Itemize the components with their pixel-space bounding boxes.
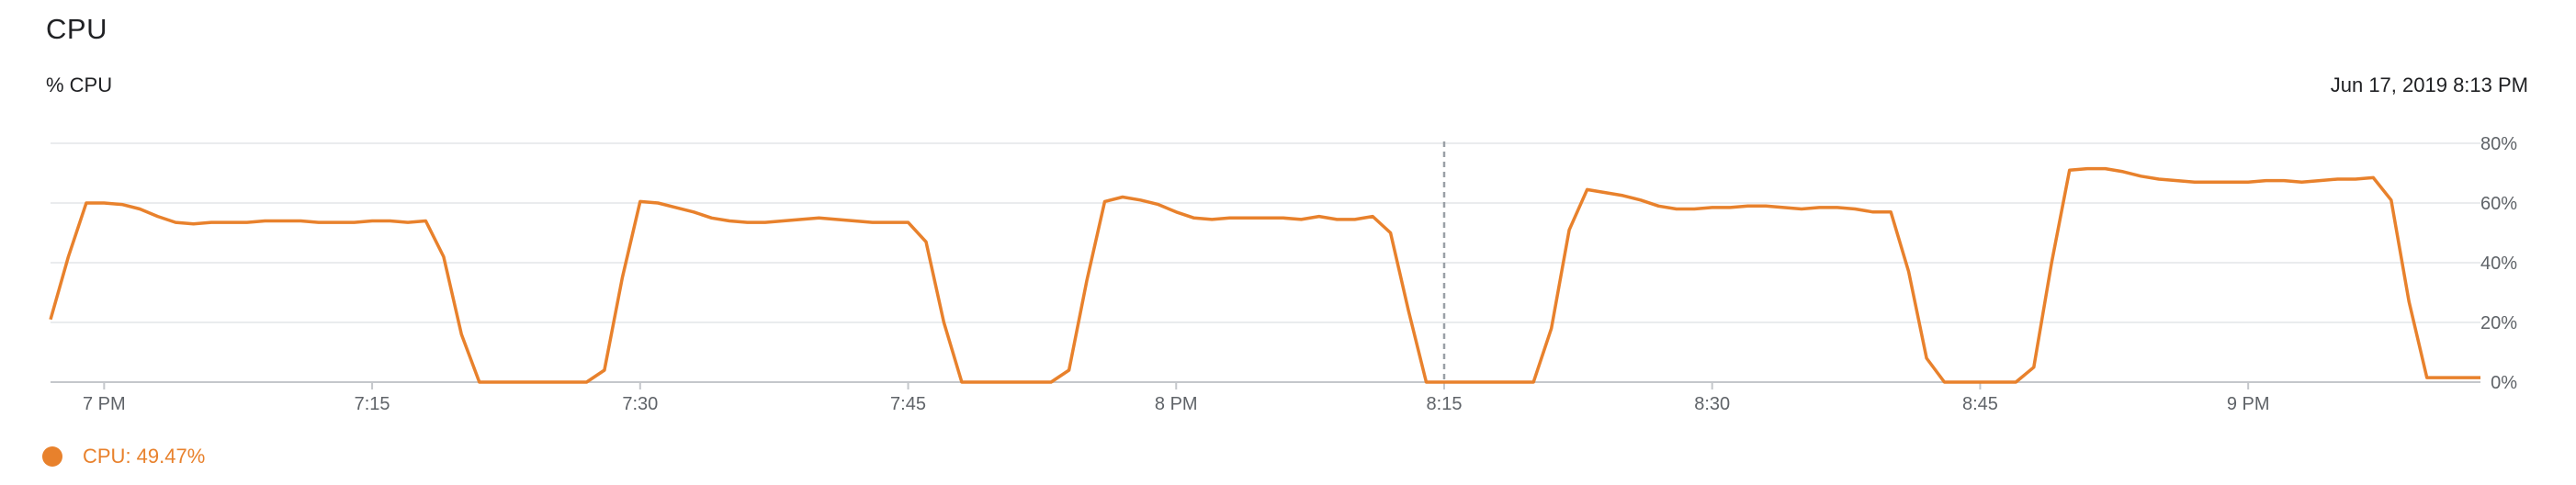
hover-timestamp: Jun 17, 2019 8:13 PM	[2330, 73, 2528, 96]
y-tick-label: 40%	[2480, 254, 2517, 274]
x-tick-label: 7:45	[890, 394, 926, 414]
x-tick-label: 9 PM	[2227, 394, 2270, 414]
chart-title: CPU	[46, 13, 107, 45]
y-tick-label: 80%	[2480, 134, 2517, 154]
y-tick-label: 60%	[2480, 194, 2517, 214]
series-line-cpu[interactable]	[49, 166, 2480, 384]
x-tick-label: 7:15	[355, 394, 390, 414]
legend-label: CPU: 49.47%	[83, 445, 206, 468]
grid-lines	[51, 142, 2480, 383]
x-tick-label: 8:30	[1694, 394, 1730, 414]
x-tick-label: 7 PM	[83, 394, 126, 414]
y-tick-label: 20%	[2480, 313, 2517, 333]
x-tick-label: 8:15	[1427, 394, 1463, 414]
x-tick-label: 8:45	[1962, 394, 1998, 414]
legend-swatch	[42, 446, 62, 467]
y-axis: 0% 20% 40% 60% 80%	[2480, 134, 2517, 393]
y-tick-label: 0%	[2491, 373, 2517, 393]
x-tick-label: 7:30	[622, 394, 658, 414]
x-axis: 7 PM 7:15 7:30 7:45 8 PM 8:15 8:30 8:45 9 PM	[83, 382, 2270, 414]
x-tick-label: 8 PM	[1155, 394, 1198, 414]
legend[interactable]: CPU: 49.47%	[42, 445, 205, 468]
metric-label: % CPU	[46, 73, 113, 96]
